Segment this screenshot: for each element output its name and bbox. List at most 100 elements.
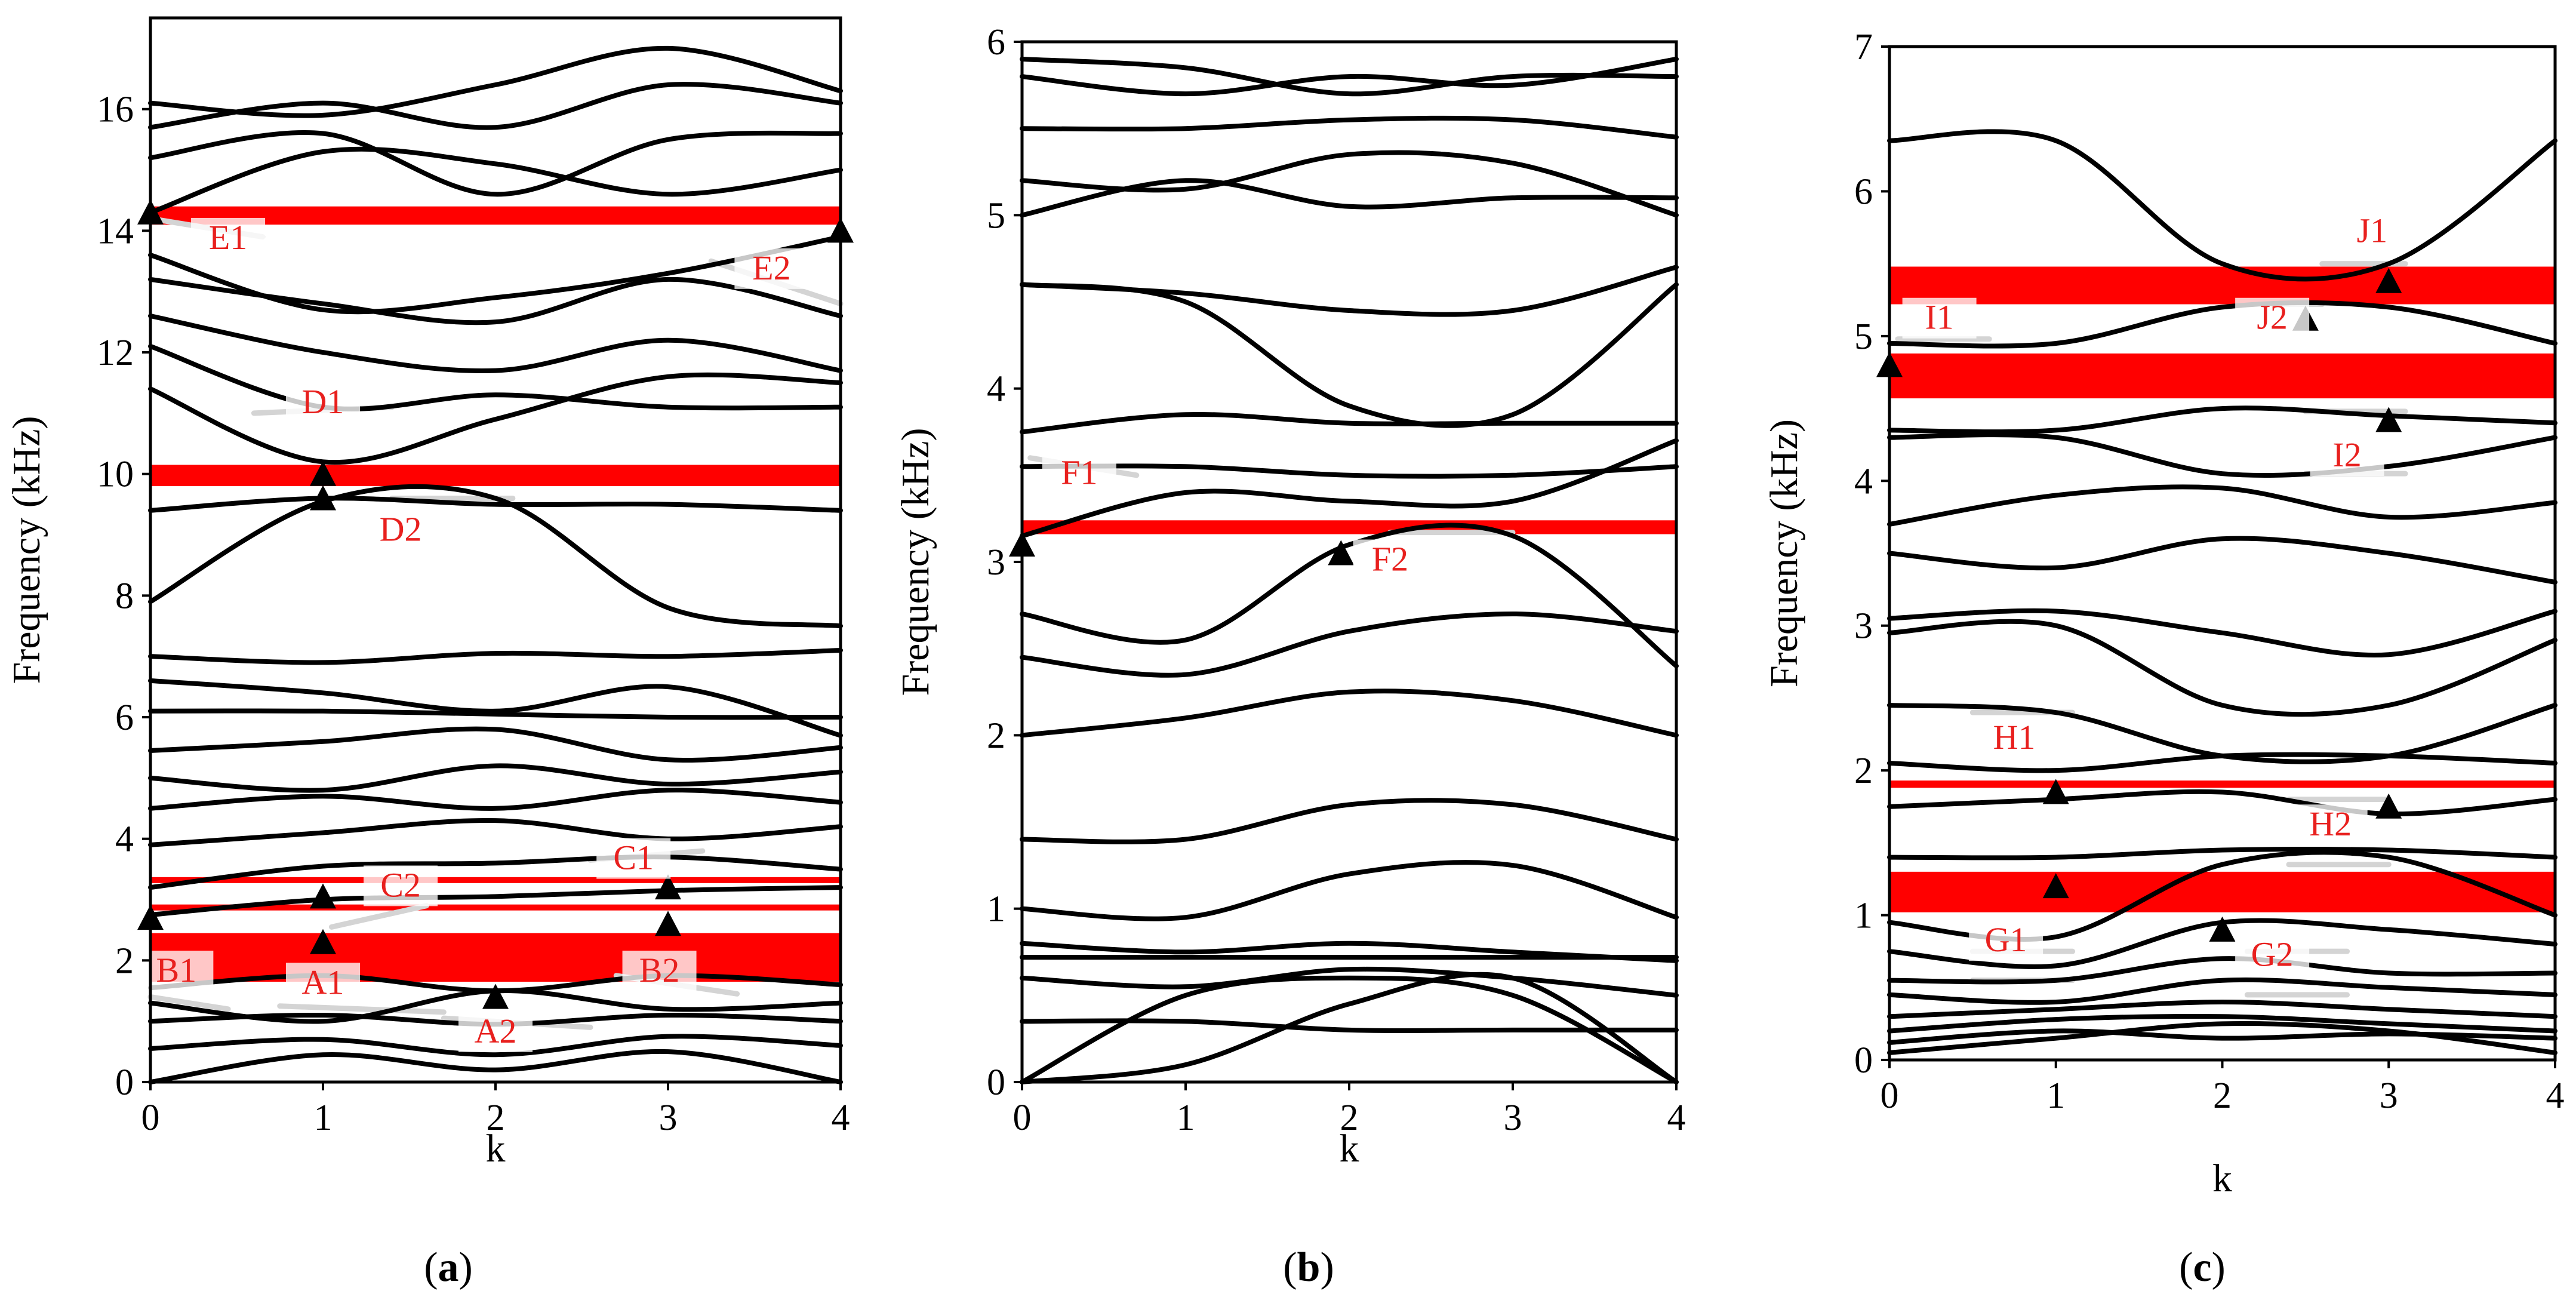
band-gaps-a [150,206,841,982]
highlight-segment-a-4 [328,903,429,930]
band-curve-a-b2 [148,1034,843,1058]
caption-b-letter: b [1297,1244,1321,1290]
y-tick-label-c-0: 0 [1854,1040,1873,1081]
label-box-c-7 [2235,935,2310,976]
y-tick-label-a-12: 12 [97,333,134,373]
y-tick-label-a-16: 16 [97,90,134,130]
y-tick-label-c-1: 1 [1854,896,1873,936]
label-box-c-4 [1977,717,2052,758]
label-box-c-5 [2293,804,2368,846]
caption-c: (c) [2179,1244,2226,1290]
band-curve-a-b7 [148,855,843,890]
label-box-a-5 [364,865,438,906]
band-curve-b-b18 [1020,150,1679,218]
label-box-c-0 [2335,211,2409,252]
y-axis-label-b: Frequency (kHz) [894,428,937,696]
triangle-marker-c-5 [2375,793,2402,819]
mode-label-a-7: A1 [302,963,344,1001]
x-tick-label-a-0: 0 [141,1098,160,1138]
triangle-marker-a-8 [655,874,681,900]
band-curve-a-b13 [148,678,843,738]
band-curve-b-b3 [1020,1018,1679,1033]
band-curve-b-b19 [1020,115,1679,140]
mode-label-c-2: J2 [2257,298,2288,337]
triangle-marker-c-7 [2209,916,2236,942]
y-tick-label-b-2: 2 [987,715,1005,756]
triangle-marker-a-7 [482,984,509,1009]
triangle-marker-b-1 [1328,540,1355,566]
caption-b-close: ) [1320,1244,1334,1290]
caption-c-close: ) [2212,1244,2226,1290]
mode-label-b-1: F2 [1372,540,1408,579]
label-box-a-2 [286,382,360,423]
band-curve-b-b8 [1020,798,1679,844]
caption-b-open: ( [1283,1244,1297,1290]
mode-label-c-3: I2 [2332,435,2361,474]
label-box-c-2 [2235,297,2310,339]
mode-label-a-9: A2 [475,1012,517,1050]
caption-a: (a) [424,1244,473,1290]
caption-a-close: ) [459,1244,473,1290]
y-tick-label-a-8: 8 [115,576,134,616]
band-curve-c-b19 [1887,300,2557,349]
mode-label-b-0: F1 [1061,453,1097,491]
band-curve-b-b10 [1020,611,1679,678]
y-tick-label-b-5: 5 [987,195,1005,236]
triangle-marker-c-3 [2375,407,2402,432]
y-tick-label-a-10: 10 [97,454,134,495]
band-curve-b-b13 [1020,463,1679,479]
x-tick-label-c-0: 0 [1881,1075,1899,1116]
band-gap-a-0 [150,933,841,982]
band-curve-b-b4 [1020,966,1679,998]
band-curve-c-b5 [1887,977,2557,1005]
mode-label-c-6: G1 [1985,920,2027,959]
band-gaps-b [1022,520,1676,534]
mode-label-a-6: B1 [156,951,197,989]
band-curve-c-b18 [1887,405,2557,435]
y-tick-label-c-7: 7 [1854,27,1873,67]
y-tick-label-b-0: 0 [987,1062,1005,1103]
mode-labels-a: E1 E2 D1 D2 C1 C2 B1 A1 B2 A2 [139,217,809,1052]
mode-label-a-4: C1 [613,838,654,877]
band-curve-c-b12 [1887,703,2557,764]
band-curve-c-b13 [1887,619,2557,717]
band-gap-a-1 [150,904,841,911]
label-box-a-7 [286,963,360,1004]
mode-label-c-5: H2 [2309,804,2352,843]
band-curve-b-b9 [1020,689,1679,738]
band-curve-b-b16 [1020,265,1679,317]
band-curve-a-b14 [148,648,843,665]
label-box-c-3 [2310,435,2384,477]
caption-b: (b) [1283,1244,1334,1290]
band-curve-a-b22 [148,146,843,215]
band-curve-b-b20 [1020,57,1679,97]
band-curve-c-b17 [1887,432,2557,478]
label-box-a-4 [596,838,671,879]
y-axis-label-a: Frequency (kHz) [5,416,48,684]
band-curve-a-b25 [148,45,843,118]
mode-label-c-1: I1 [1925,298,1953,337]
x-tick-label-a-3: 3 [659,1098,678,1138]
mode-label-c-4: H1 [1993,718,2036,757]
y-tick-label-b-3: 3 [987,542,1005,583]
panel-c: J1 I1 J2 I2 H1 H2 G1 G2 0 1 2 3 4 0 1 2 3 4 5 6 7 k Freque… [1762,27,2565,1200]
band-curve-b-b14 [1020,411,1679,435]
mode-label-c-0: J1 [2357,211,2388,250]
band-gap-a-3 [150,465,841,487]
x-ticks-a: 0 1 2 3 4 [141,1082,850,1138]
y-tick-label-c-5: 5 [1854,316,1873,357]
x-tick-label-c-3: 3 [2380,1075,2398,1116]
y-ticks-c: 0 1 2 3 4 5 6 7 [1854,27,1889,1081]
triangle-marker-a-5 [310,883,336,909]
band-curve-b-b12 [1020,438,1679,539]
band-curve-c-b2 [1887,1028,2557,1045]
y-axis-label-c: Frequency (kHz) [1762,419,1806,687]
band-curve-c-b14 [1887,608,2557,657]
x-tick-label-b-0: 0 [1013,1098,1032,1138]
band-curve-c-b10 [1887,789,2557,817]
band-curve-a-b16 [148,496,843,513]
label-box-a-8 [622,950,697,991]
label-box-a-9 [458,1011,533,1052]
panel-b: F1 F2 0 1 2 3 4 0 1 2 3 4 5 6 k Frequency (kHz) [894,22,1686,1170]
y-tick-label-a-0: 0 [115,1062,134,1103]
